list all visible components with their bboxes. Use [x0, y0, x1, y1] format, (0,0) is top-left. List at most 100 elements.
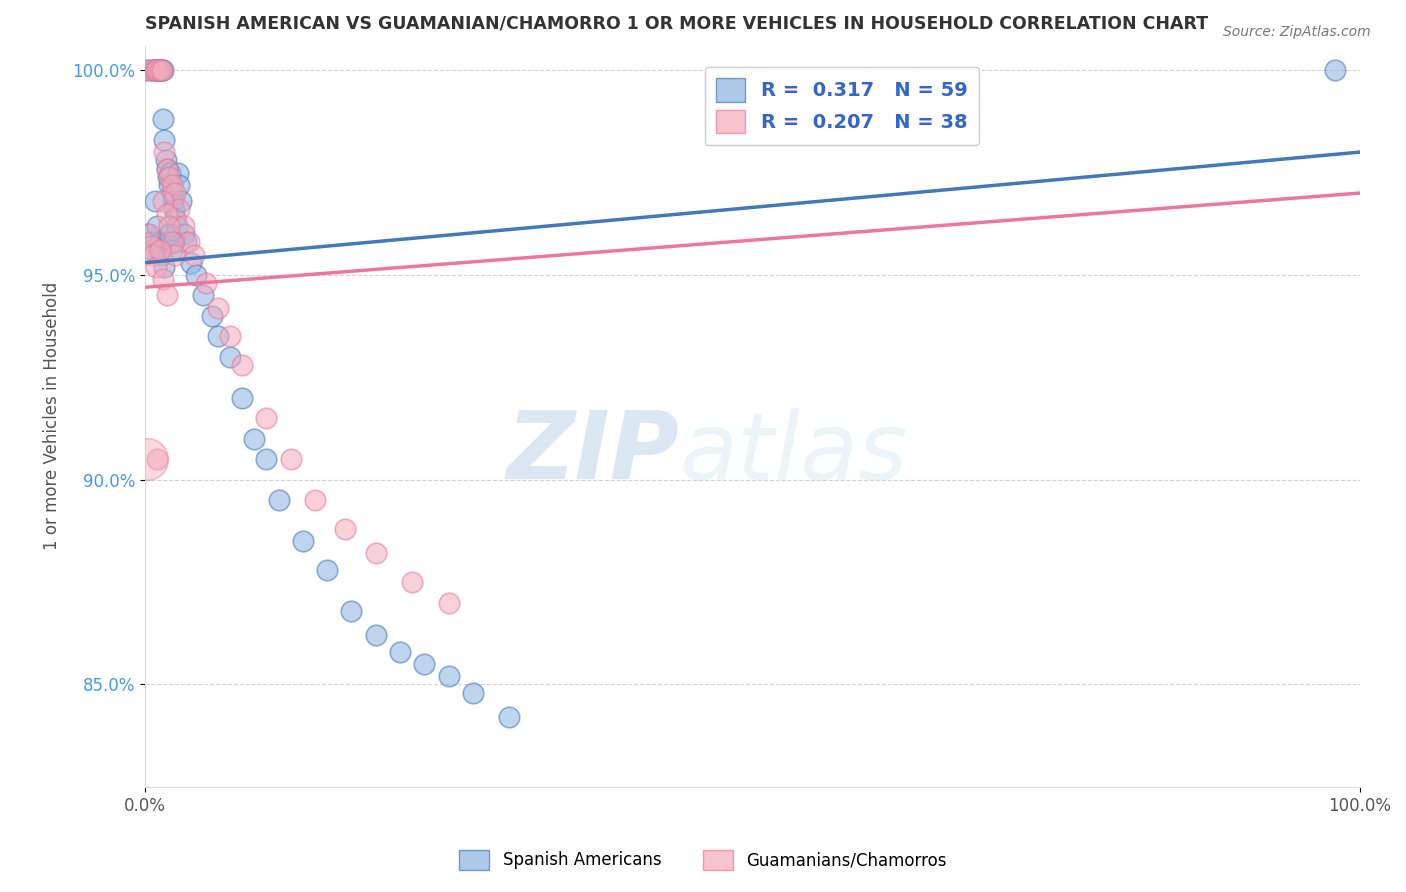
Point: [139, 235, 162, 250]
Point: [150, 63, 173, 78]
Point: [163, 202, 186, 217]
Point: [143, 63, 166, 78]
Point: [145, 260, 167, 274]
Point: [145, 63, 167, 78]
Point: [153, 260, 176, 274]
Point: [1324, 63, 1347, 78]
Point: [389, 645, 412, 659]
Point: [461, 686, 484, 700]
Point: [148, 235, 170, 250]
Point: [254, 452, 277, 467]
Point: [150, 247, 173, 261]
Point: [194, 276, 217, 290]
Point: [184, 268, 207, 282]
Point: [254, 411, 277, 425]
Point: [143, 63, 166, 78]
Point: [170, 194, 193, 209]
Point: [165, 211, 187, 225]
Point: [167, 202, 190, 217]
Point: [150, 63, 173, 78]
Point: [156, 161, 179, 176]
Point: [160, 235, 183, 250]
Point: [267, 493, 290, 508]
Point: [157, 178, 180, 192]
Point: [160, 244, 183, 258]
Point: [136, 227, 159, 241]
Point: [243, 432, 266, 446]
Point: [231, 358, 253, 372]
Point: [498, 710, 520, 724]
Point: [163, 235, 186, 250]
Point: [280, 452, 302, 467]
Point: [219, 350, 242, 364]
Point: [157, 219, 180, 233]
Point: [160, 186, 183, 200]
Point: [155, 153, 177, 168]
Point: [173, 227, 195, 241]
Point: [160, 178, 183, 192]
Point: [157, 227, 180, 241]
Point: [166, 166, 188, 180]
Text: SPANISH AMERICAN VS GUAMANIAN/CHAMORRO 1 OR MORE VEHICLES IN HOUSEHOLD CORRELATI: SPANISH AMERICAN VS GUAMANIAN/CHAMORRO 1…: [145, 15, 1208, 33]
Point: [437, 596, 460, 610]
Point: [193, 288, 215, 302]
Point: [156, 206, 179, 220]
Point: [166, 219, 188, 233]
Point: [219, 329, 242, 343]
Legend: Spanish Americans, Guamanians/Chamorros: Spanish Americans, Guamanians/Chamorros: [453, 843, 953, 877]
Text: Source: ZipAtlas.com: Source: ZipAtlas.com: [1223, 25, 1371, 39]
Point: [157, 169, 180, 184]
Point: [173, 219, 195, 233]
Point: [201, 309, 224, 323]
Point: [156, 288, 179, 302]
Point: [177, 235, 200, 250]
Point: [207, 301, 229, 315]
Point: [143, 194, 166, 209]
Point: [146, 63, 169, 78]
Point: [141, 244, 163, 258]
Text: ZIP: ZIP: [506, 408, 679, 500]
Point: [165, 247, 187, 261]
Point: [174, 235, 197, 250]
Point: [401, 575, 423, 590]
Point: [162, 194, 184, 209]
Point: [159, 166, 181, 180]
Point: [152, 272, 174, 286]
Point: [231, 391, 253, 405]
Point: [153, 133, 176, 147]
Point: [156, 235, 179, 250]
Point: [364, 546, 387, 560]
Point: [136, 63, 159, 78]
Point: [142, 247, 165, 261]
Point: [148, 244, 170, 258]
Point: [180, 256, 202, 270]
Point: [136, 452, 159, 467]
Point: [364, 628, 387, 642]
Point: [413, 657, 436, 671]
Point: [149, 63, 172, 78]
Point: [148, 63, 170, 78]
Legend: R =  0.317   N = 59, R =  0.207   N = 38: R = 0.317 N = 59, R = 0.207 N = 38: [704, 67, 980, 145]
Point: [152, 194, 174, 209]
Point: [316, 563, 339, 577]
Point: [146, 219, 169, 233]
Point: [165, 186, 187, 200]
Point: [152, 63, 174, 78]
Point: [148, 63, 170, 78]
Point: [146, 63, 169, 78]
Point: [304, 493, 326, 508]
Point: [153, 145, 176, 160]
Y-axis label: 1 or more Vehicles in Household: 1 or more Vehicles in Household: [44, 282, 60, 550]
Point: [335, 522, 357, 536]
Point: [138, 227, 160, 241]
Point: [183, 247, 205, 261]
Text: atlas: atlas: [679, 408, 908, 499]
Point: [340, 604, 363, 618]
Point: [291, 534, 314, 549]
Point: [152, 112, 174, 127]
Point: [141, 63, 163, 78]
Point: [157, 169, 180, 184]
Point: [138, 63, 160, 78]
Point: [148, 63, 170, 78]
Point: [167, 178, 190, 192]
